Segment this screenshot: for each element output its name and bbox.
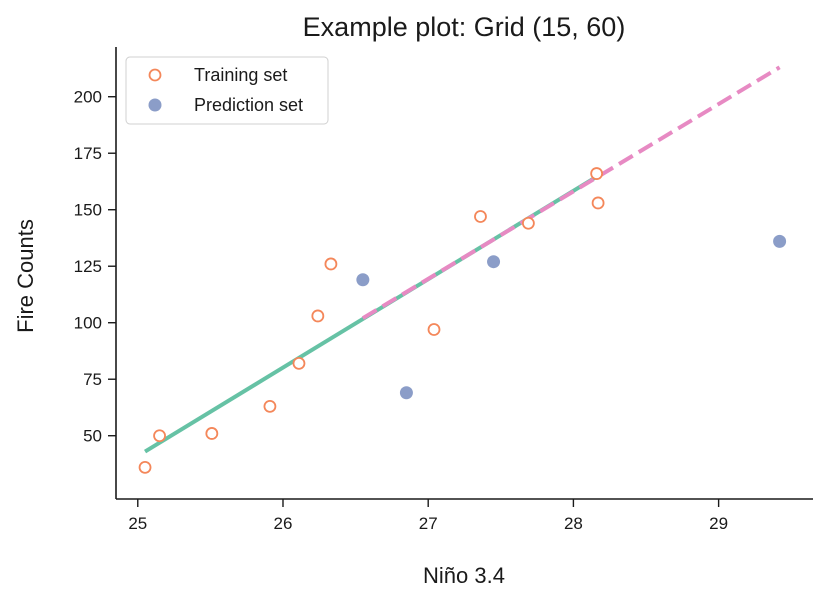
training-point [138, 460, 152, 474]
training-point [590, 167, 604, 180]
prediction-point [399, 386, 413, 400]
training-point [521, 216, 535, 230]
y-tick-label: 125 [74, 257, 102, 276]
axes: 25 26 27 28 29 50 75 100 125 150 175 200 [74, 47, 813, 533]
prediction-point [487, 255, 501, 269]
training-point [263, 399, 277, 413]
training-point [153, 429, 166, 443]
legend-label: Prediction set [194, 95, 303, 115]
training-point [292, 356, 306, 370]
x-tick-label: 27 [419, 514, 438, 533]
training-point [474, 210, 487, 223]
y-tick-label: 75 [83, 370, 102, 389]
y-tick-label: 175 [74, 144, 102, 163]
training-point [324, 257, 338, 271]
x-tick-label: 29 [709, 514, 728, 533]
chart-title: Example plot: Grid (15, 60) [303, 12, 626, 42]
plot-area [138, 65, 787, 474]
extrapolation-line [361, 65, 781, 320]
training-point [311, 309, 325, 323]
x-axis-title: Niño 3.4 [423, 563, 505, 588]
x-tick-label: 25 [128, 514, 147, 533]
legend-box [125, 56, 329, 125]
prediction-point [773, 234, 787, 248]
x-tick-label: 26 [274, 514, 293, 533]
prediction-point [356, 273, 370, 287]
x-tick-label: 28 [564, 514, 583, 533]
training-point [427, 323, 441, 336]
y-tick-label: 50 [83, 427, 102, 446]
legend-label: Training set [194, 65, 287, 85]
y-axis-title: Fire Counts [13, 219, 38, 333]
training-point [205, 427, 219, 440]
y-tick-label: 200 [74, 88, 102, 107]
training-point [591, 196, 605, 210]
legend-marker-prediction [148, 98, 162, 112]
y-tick-label: 100 [74, 314, 102, 333]
legend: Training set Prediction set [125, 56, 329, 125]
legend-marker-training [148, 68, 162, 82]
y-tick-label: 150 [74, 201, 102, 220]
